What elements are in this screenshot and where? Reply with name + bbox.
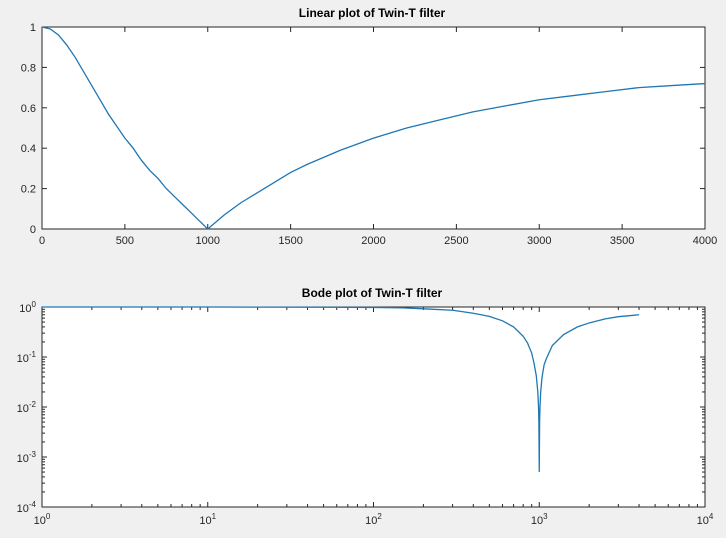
linear-x-tick-label: 1500	[278, 235, 302, 247]
linear-plot-title: Linear plot of Twin-T filter	[299, 6, 446, 20]
linear-y-tick-label: 0.8	[21, 62, 36, 74]
linear-x-tick-label: 2000	[361, 235, 385, 247]
bode-x-tick-label: 102	[365, 512, 382, 527]
bode-plot-line	[42, 306, 640, 473]
bode-y-tick-label: 10-2	[17, 400, 37, 415]
linear-y-tick-label: 1	[30, 22, 36, 34]
linear-x-tick-label: 0	[39, 235, 45, 247]
linear-plot: Linear plot of Twin-T filter 0 500 1000 150…	[21, 6, 718, 247]
bode-y-tick-label: 10-1	[17, 350, 37, 365]
bode-plot-title: Bode plot of Twin-T filter	[302, 286, 443, 300]
bode-x-tick-label: 104	[697, 512, 714, 527]
linear-x-tick-label: 2500	[444, 235, 468, 247]
bode-x-tick-label: 101	[199, 512, 216, 527]
linear-x-tick-label: 3000	[527, 235, 551, 247]
linear-y-tick-label: 0	[30, 224, 36, 236]
linear-plot-axes	[41, 26, 706, 230]
bode-y-tick-label: 10-4	[17, 500, 37, 515]
bode-plot: Bode plot of Twin-T filter 100 101 102 103 1…	[17, 286, 714, 527]
linear-x-tick-label: 3500	[610, 235, 634, 247]
linear-plot-line	[41, 26, 706, 230]
bode-y-tick-label: 10-3	[17, 450, 37, 465]
linear-x-tick-label: 4000	[693, 235, 717, 247]
linear-y-tick-label: 0.6	[21, 103, 36, 115]
linear-y-tick-label: 0.4	[21, 143, 36, 155]
bode-plot-axes	[41, 306, 706, 508]
linear-x-tick-label: 500	[116, 235, 134, 247]
bode-y-tick-label: 100	[19, 300, 36, 315]
linear-x-tick-label: 1000	[196, 235, 220, 247]
linear-y-tick-label: 0.2	[21, 184, 36, 196]
bode-x-tick-label: 103	[531, 512, 548, 527]
bode-x-tick-label: 100	[34, 512, 51, 527]
